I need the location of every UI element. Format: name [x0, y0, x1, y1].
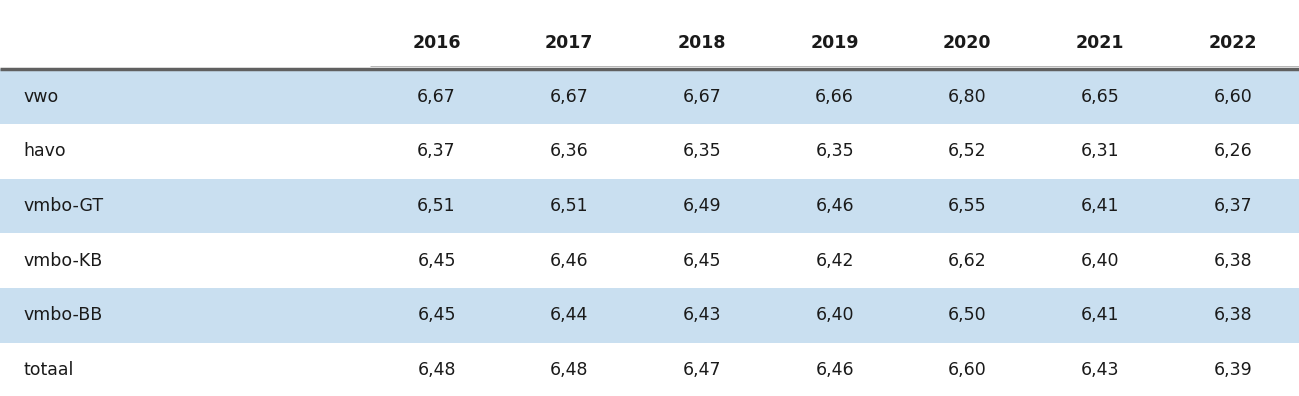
Bar: [0, 233, 1299, 288]
Text: 2016: 2016: [412, 34, 461, 51]
Text: 6,35: 6,35: [682, 142, 721, 160]
Text: 6,40: 6,40: [816, 306, 853, 324]
Text: 6,50: 6,50: [948, 306, 987, 324]
Text: 6,41: 6,41: [1081, 306, 1120, 324]
Text: 6,67: 6,67: [549, 88, 588, 106]
Text: 6,37: 6,37: [417, 142, 456, 160]
Text: 6,41: 6,41: [1081, 197, 1120, 215]
Text: 6,60: 6,60: [948, 361, 987, 379]
Text: 6,55: 6,55: [948, 197, 987, 215]
Bar: [0, 288, 1299, 343]
Text: 6,66: 6,66: [816, 88, 853, 106]
Text: 6,47: 6,47: [683, 361, 721, 379]
Text: 2022: 2022: [1208, 34, 1257, 51]
Text: 2017: 2017: [546, 34, 594, 51]
Text: 6,49: 6,49: [682, 197, 721, 215]
Text: 6,65: 6,65: [1081, 88, 1120, 106]
Text: 6,35: 6,35: [816, 142, 853, 160]
Text: 6,37: 6,37: [1213, 197, 1252, 215]
Text: 6,26: 6,26: [1213, 142, 1252, 160]
Text: 6,45: 6,45: [683, 251, 721, 270]
Text: 6,45: 6,45: [417, 251, 456, 270]
Text: havo: havo: [23, 142, 66, 160]
Text: vmbo-KB: vmbo-KB: [23, 251, 103, 270]
Bar: [0, 179, 1299, 233]
Text: 2020: 2020: [943, 34, 991, 51]
Bar: [0, 343, 1299, 396]
Text: 6,38: 6,38: [1213, 251, 1252, 270]
Text: 6,43: 6,43: [683, 306, 721, 324]
Text: 6,62: 6,62: [948, 251, 987, 270]
Text: vmbo-GT: vmbo-GT: [23, 197, 104, 215]
Text: vwo: vwo: [23, 88, 58, 106]
Bar: [0, 124, 1299, 179]
Text: 6,51: 6,51: [417, 197, 456, 215]
Text: 6,46: 6,46: [549, 251, 588, 270]
Text: 6,46: 6,46: [816, 197, 853, 215]
Text: 6,80: 6,80: [948, 88, 987, 106]
Text: 6,48: 6,48: [417, 361, 456, 379]
Text: 6,52: 6,52: [948, 142, 987, 160]
Text: 2018: 2018: [678, 34, 726, 51]
Text: 2021: 2021: [1076, 34, 1124, 51]
Text: 6,48: 6,48: [549, 361, 588, 379]
Text: 6,39: 6,39: [1213, 361, 1252, 379]
Bar: [0, 69, 1299, 124]
Text: 6,36: 6,36: [549, 142, 588, 160]
Text: totaal: totaal: [23, 361, 74, 379]
Text: 6,51: 6,51: [549, 197, 588, 215]
Text: 6,67: 6,67: [417, 88, 456, 106]
Text: 6,40: 6,40: [1081, 251, 1120, 270]
Text: 2019: 2019: [811, 34, 859, 51]
Text: 6,67: 6,67: [682, 88, 721, 106]
Text: 6,31: 6,31: [1081, 142, 1120, 160]
Text: 6,46: 6,46: [816, 361, 853, 379]
Text: 6,45: 6,45: [417, 306, 456, 324]
Text: 6,43: 6,43: [1081, 361, 1120, 379]
Text: 6,60: 6,60: [1213, 88, 1252, 106]
Text: vmbo-BB: vmbo-BB: [23, 306, 103, 324]
Text: 6,38: 6,38: [1213, 306, 1252, 324]
Text: 6,42: 6,42: [816, 251, 853, 270]
Text: 6,44: 6,44: [549, 306, 588, 324]
